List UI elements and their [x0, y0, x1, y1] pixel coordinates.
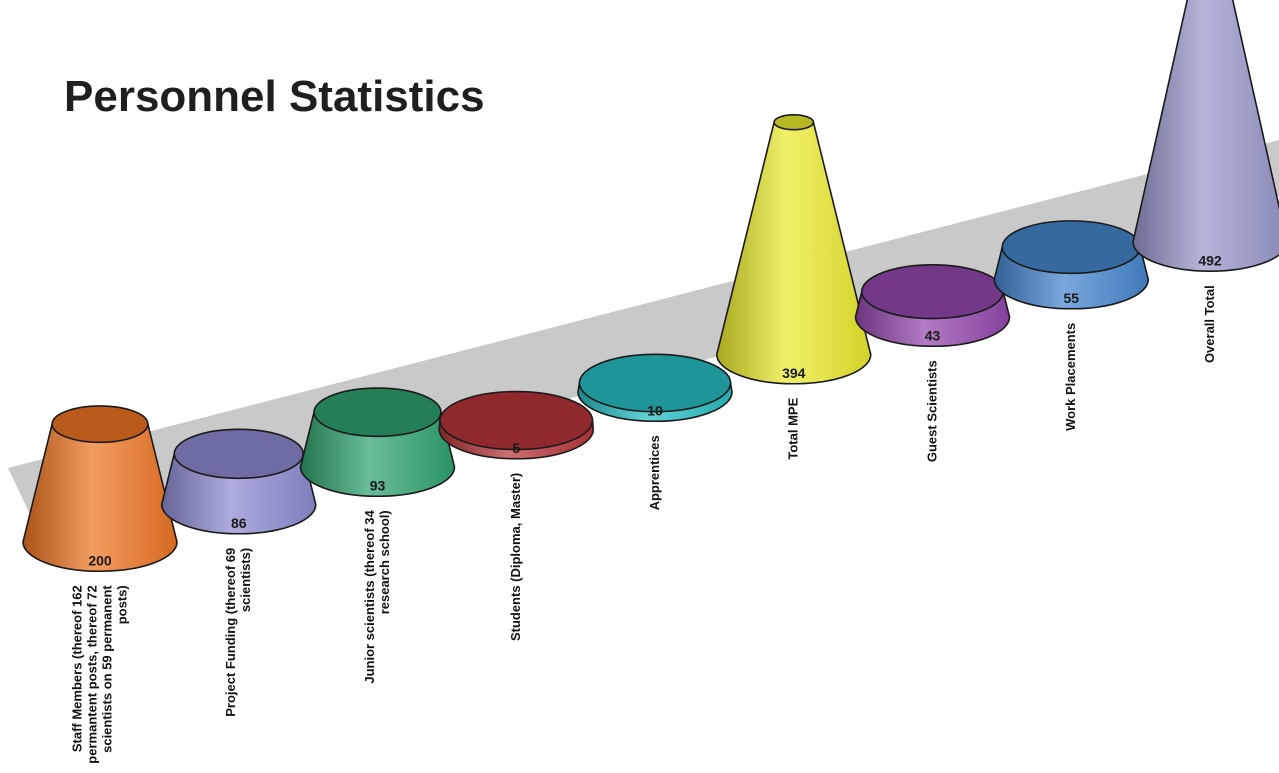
category-label-line: Overall Total: [1202, 285, 1217, 363]
bar-1: [22, 405, 178, 573]
bar-body: [299, 411, 456, 498]
bar-5: [577, 353, 733, 423]
category-label-line: scientists on 59 permanent: [100, 585, 115, 753]
bar-top: [578, 353, 732, 413]
category-label-line: Apprentices: [647, 435, 662, 510]
bar-6: [715, 113, 872, 385]
category-label: Total MPE: [786, 397, 801, 459]
category-label: Junior scientists (thereof 34research sc…: [362, 510, 392, 684]
category-label-line: posts): [115, 585, 130, 624]
value-label: 93: [370, 477, 386, 493]
bar-top: [1001, 220, 1142, 275]
bar-top: [313, 387, 442, 438]
bar-body: [715, 121, 872, 385]
category-label-line: scientists): [238, 548, 253, 612]
bar-body: [22, 423, 178, 573]
bar-top: [173, 428, 305, 480]
value-label: 86: [231, 515, 247, 531]
bar-4: [438, 390, 595, 460]
category-label: Work Placements: [1063, 323, 1078, 431]
bar-2: [160, 428, 317, 535]
category-label-line: Staff Members (thereof 162: [70, 585, 85, 752]
category-label: Apprentices: [647, 435, 662, 510]
value-label: 200: [88, 552, 112, 568]
value-label: 43: [925, 327, 941, 343]
bar-top: [439, 390, 594, 451]
bar-top: [773, 113, 815, 131]
value-label: 10: [647, 402, 663, 418]
value-label: 5: [512, 440, 520, 456]
category-label: Overall Total: [1202, 285, 1217, 363]
category-label-line: Total MPE: [786, 397, 801, 459]
bar-9: [1132, 0, 1279, 273]
value-label: 492: [1198, 252, 1222, 268]
bar-top: [51, 405, 149, 444]
category-label: Students (Diploma, Master): [508, 473, 523, 641]
bar-3: [299, 387, 456, 498]
bar-body: [1132, 0, 1279, 273]
bar-top: [860, 263, 1005, 320]
category-label-line: permantent posts, thereof 72: [85, 585, 100, 763]
category-label-line: research school): [377, 510, 392, 614]
value-label: 394: [782, 365, 806, 381]
chart-title: Personnel Statistics: [64, 72, 485, 121]
category-label: Guest Scientists: [925, 360, 940, 462]
category-label-line: Junior scientists (thereof 34: [362, 510, 377, 684]
category-label-line: Work Placements: [1063, 323, 1078, 431]
category-label: Staff Members (thereof 162permantent pos…: [70, 585, 130, 764]
bar-7: [854, 263, 1011, 348]
category-label-line: Students (Diploma, Master): [508, 473, 523, 641]
category-label-line: Guest Scientists: [925, 360, 940, 462]
category-label: Project Funding (thereof 69scientists): [223, 548, 253, 717]
category-label-line: Project Funding (thereof 69: [223, 548, 238, 717]
value-label: 55: [1063, 290, 1079, 306]
